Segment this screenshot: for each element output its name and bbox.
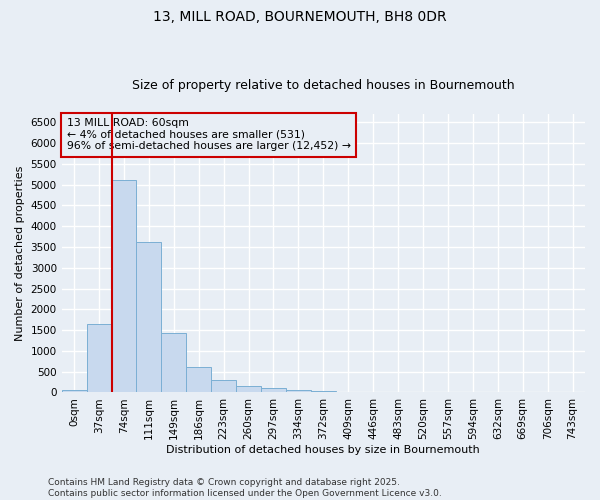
Bar xyxy=(161,334,186,392)
Bar xyxy=(261,388,286,392)
Bar xyxy=(62,390,86,392)
Y-axis label: Number of detached properties: Number of detached properties xyxy=(15,166,25,341)
X-axis label: Distribution of detached houses by size in Bournemouth: Distribution of detached houses by size … xyxy=(166,445,480,455)
Bar xyxy=(286,390,311,392)
Title: Size of property relative to detached houses in Bournemouth: Size of property relative to detached ho… xyxy=(132,79,515,92)
Text: 13, MILL ROAD, BOURNEMOUTH, BH8 0DR: 13, MILL ROAD, BOURNEMOUTH, BH8 0DR xyxy=(153,10,447,24)
Bar xyxy=(112,180,136,392)
Text: Contains HM Land Registry data © Crown copyright and database right 2025.
Contai: Contains HM Land Registry data © Crown c… xyxy=(48,478,442,498)
Bar xyxy=(86,324,112,392)
Bar xyxy=(186,367,211,392)
Bar xyxy=(211,380,236,392)
Bar xyxy=(311,391,336,392)
Bar xyxy=(136,242,161,392)
Bar xyxy=(236,386,261,392)
Text: 13 MILL ROAD: 60sqm
← 4% of detached houses are smaller (531)
96% of semi-detach: 13 MILL ROAD: 60sqm ← 4% of detached hou… xyxy=(67,118,351,152)
